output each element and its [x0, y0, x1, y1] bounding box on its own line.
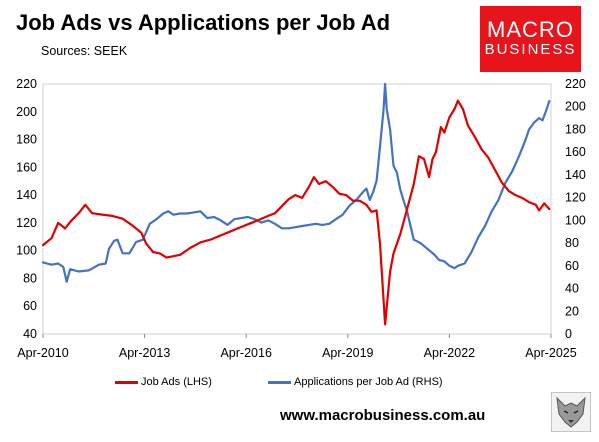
chart-subtitle: Sources: SEEK	[41, 44, 128, 58]
y-axis-right-ticks: 0 20 40 60 80 100 120 140 160 180 200 220	[565, 77, 586, 341]
y-left-tick-label: 60	[23, 299, 37, 313]
x-tick-label: Apr-2013	[119, 346, 170, 360]
legend-swatch-applications	[268, 380, 291, 384]
series-line-applications	[41, 82, 551, 283]
series-layer	[41, 82, 551, 326]
y-left-tick-label: 80	[23, 271, 37, 285]
y-left-tick-label: 180	[16, 133, 37, 147]
website-link[interactable]: www.macrobusiness.com.au	[280, 407, 486, 424]
y-right-tick-label: 120	[565, 191, 586, 205]
y-right-tick-label: 60	[565, 259, 579, 273]
legend-swatch-job-ads	[115, 380, 138, 384]
x-tick-label: Apr-2016	[220, 346, 271, 360]
logo-line2: BUSINESS	[484, 41, 577, 58]
y-right-tick-label: 140	[565, 168, 586, 182]
x-tick-label: Apr-2022	[424, 346, 475, 360]
logo-line1: MACRO	[487, 17, 574, 42]
y-right-tick-label: 200	[565, 100, 586, 114]
y-right-tick-label: 100	[565, 213, 586, 227]
y-left-tick-label: 160	[16, 160, 37, 174]
y-right-tick-label: 20	[565, 304, 579, 318]
y-right-tick-label: 220	[565, 77, 586, 91]
y-right-tick-label: 180	[565, 122, 586, 136]
x-axis-ticks: Apr-2010 Apr-2013 Apr-2016 Apr-2019 Apr-2022…	[17, 334, 577, 360]
legend-item-job-ads: Job Ads (LHS)	[115, 376, 212, 388]
y-left-tick-label: 100	[16, 244, 37, 258]
x-tick-label: Apr-2019	[322, 346, 373, 360]
legend-item-applications: Applications per Job Ad (RHS)	[268, 376, 443, 388]
y-left-tick-label: 120	[16, 216, 37, 230]
y-right-tick-label: 40	[565, 282, 579, 296]
y-axis-left-ticks: 40 60 80 100 120 140 160 180 200 220	[16, 77, 37, 341]
chart-title: Job Ads vs Applications per Job Ad	[16, 10, 391, 35]
y-left-tick-label: 140	[16, 188, 37, 202]
y-right-tick-label: 80	[565, 236, 579, 250]
y-left-tick-label: 40	[23, 327, 37, 341]
y-right-tick-label: 0	[565, 327, 572, 341]
y-right-tick-label: 160	[565, 145, 586, 159]
macrobusiness-logo: MACRO BUSINESS	[480, 6, 581, 72]
series-line-job-ads	[41, 99, 551, 326]
legend-label-job-ads: Job Ads (LHS)	[141, 376, 212, 388]
x-tick-label: Apr-2010	[17, 346, 68, 360]
plot-area	[42, 83, 552, 335]
wolf-logo-icon	[551, 392, 591, 432]
x-tick-label: Apr-2025	[525, 346, 576, 360]
legend-label-applications: Applications per Job Ad (RHS)	[294, 376, 443, 388]
y-left-tick-label: 220	[16, 77, 37, 91]
y-left-tick-label: 200	[16, 105, 37, 119]
